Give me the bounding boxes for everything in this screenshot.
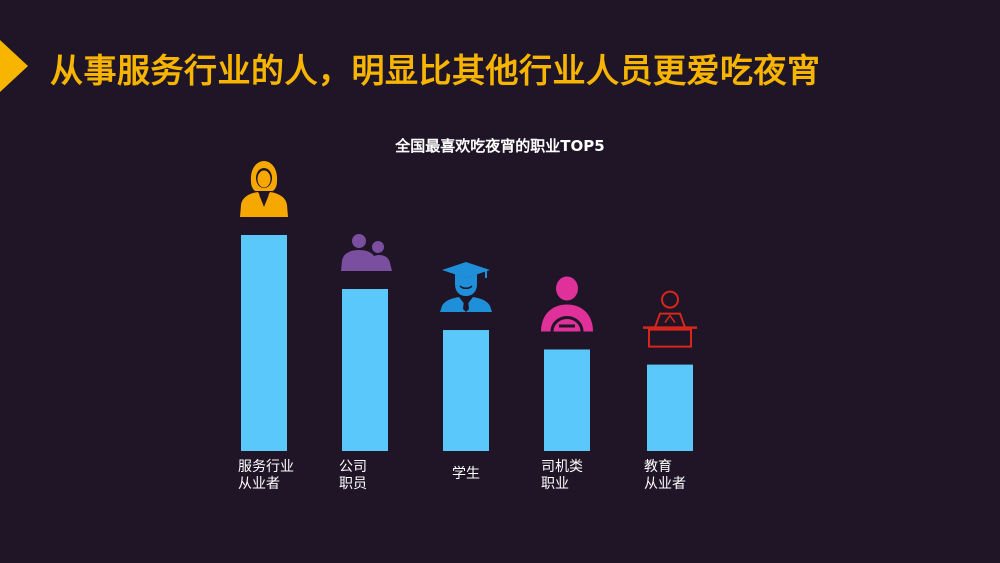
category-label-5: 教育从业者 [644,459,686,492]
category-label-1: 服务行业从业者 [238,459,294,492]
colleagues-icon [341,234,392,271]
bar-2 [342,289,388,451]
category-label-2: 公司职员 [339,459,367,492]
bar-3 [443,330,489,451]
businesswoman-icon [240,161,288,217]
driver-icon [541,276,593,332]
title-chevron [0,40,28,92]
bar-4 [544,349,590,451]
bar-1 [241,235,287,451]
graduate-icon [440,262,492,313]
teacher-icon [643,290,697,348]
category-label-3: 学生 [452,466,480,482]
category-label-4: 司机类职业 [541,459,583,492]
chart-title: 全国最喜欢吃夜宵的职业TOP5 [395,137,605,155]
page-title: 从事服务行业的人，明显比其他行业人员更爱吃夜宵 [50,51,821,90]
bar-5 [647,364,693,451]
